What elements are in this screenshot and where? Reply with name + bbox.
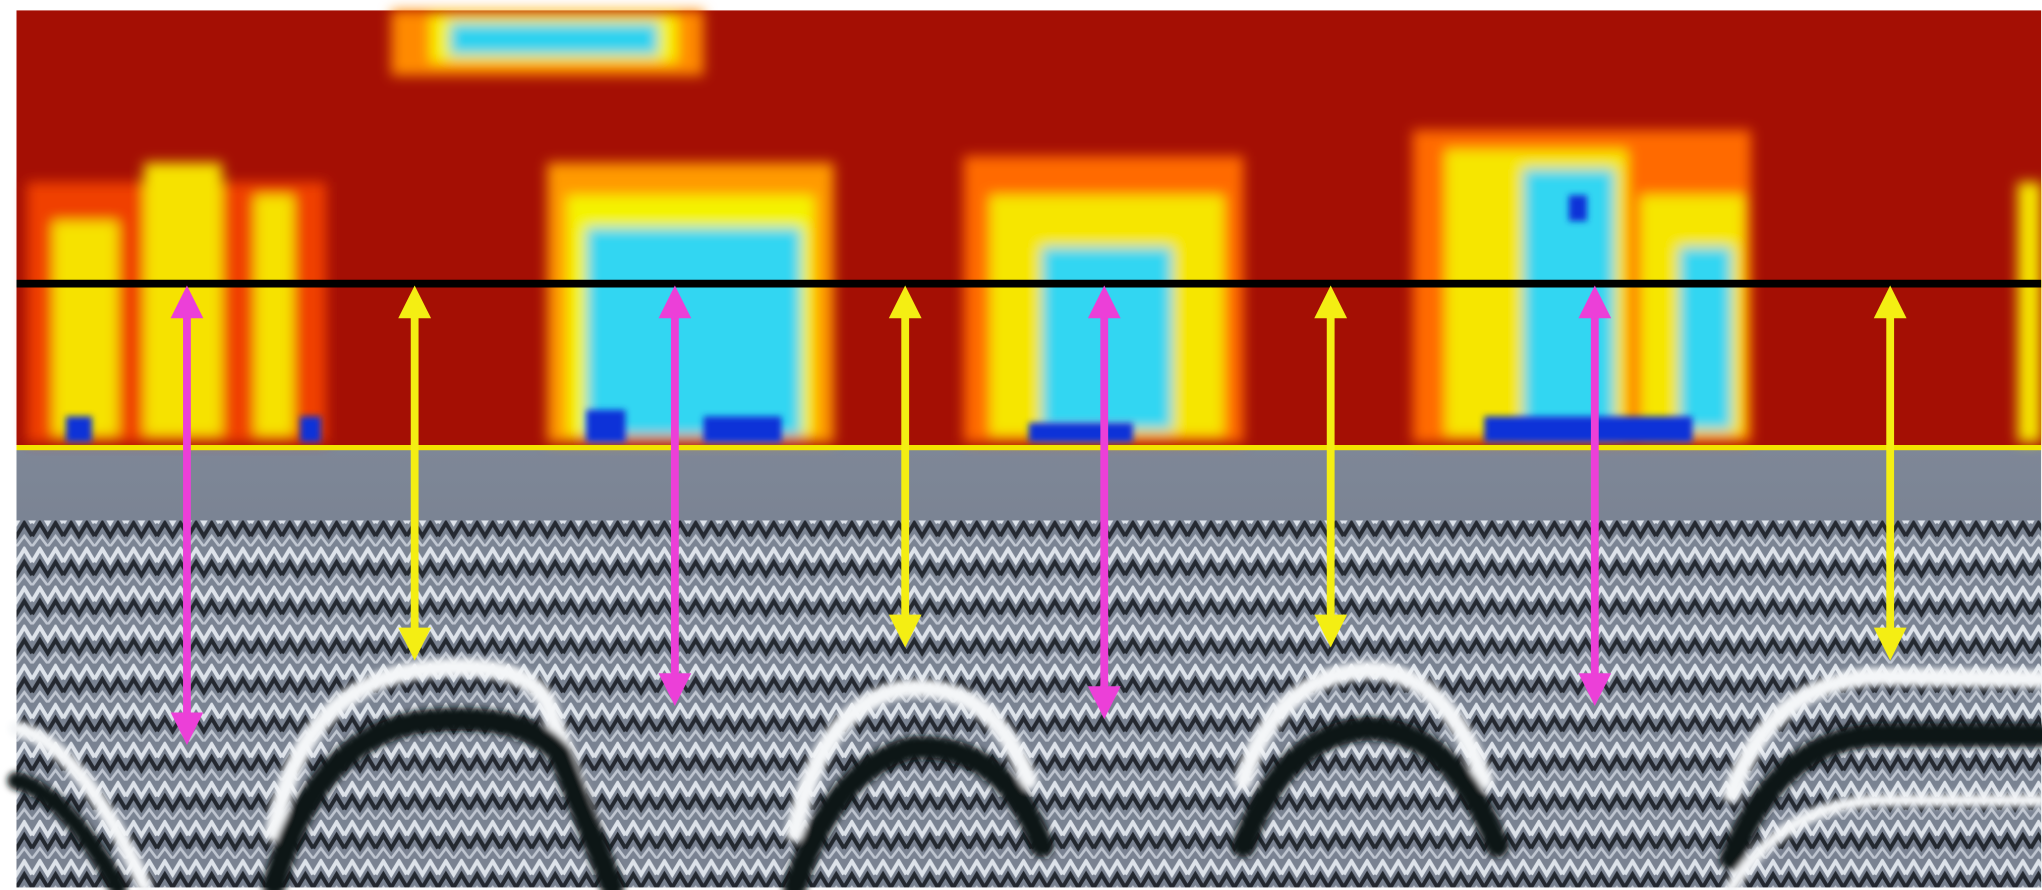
blue-spot bbox=[300, 416, 321, 443]
blue-spot bbox=[1028, 422, 1133, 443]
hyperbola bbox=[265, 658, 622, 890]
hyperbola bbox=[7, 771, 128, 890]
blue-spot bbox=[586, 409, 626, 443]
arrows bbox=[170, 285, 1907, 746]
blue-spot bbox=[703, 416, 782, 443]
hyperbola bbox=[1234, 660, 1494, 790]
heat-blob bbox=[1679, 247, 1732, 430]
heat-blob bbox=[254, 195, 294, 436]
hyperbola bbox=[1722, 667, 2042, 803]
blue-spot bbox=[1568, 195, 1588, 222]
heat-blob bbox=[586, 227, 802, 436]
boundary-line bbox=[16, 445, 2042, 451]
hyperbola bbox=[1724, 793, 2042, 890]
heat-blob bbox=[449, 23, 658, 55]
hyperbola bbox=[785, 679, 1038, 842]
heat-blob bbox=[52, 221, 118, 436]
blue-spot bbox=[65, 416, 92, 443]
hyperbola bbox=[1719, 723, 2042, 871]
hyperbola bbox=[1231, 716, 1509, 858]
hyperbola bbox=[8, 720, 152, 890]
heat-blob bbox=[2017, 182, 2042, 443]
hyperbola bbox=[782, 736, 1054, 890]
blue-spot bbox=[1484, 416, 1693, 443]
hyperbolas bbox=[7, 658, 2042, 890]
hyperbola bbox=[262, 707, 625, 890]
